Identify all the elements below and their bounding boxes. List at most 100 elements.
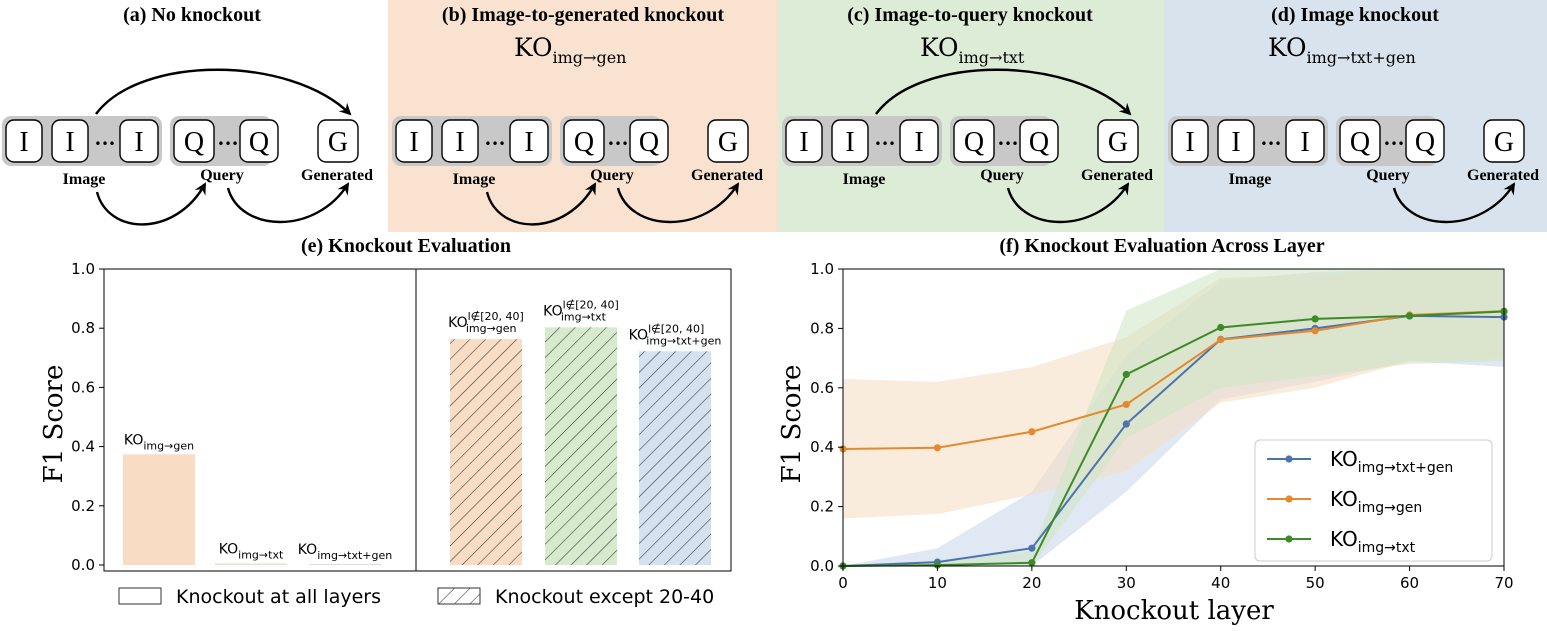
image-group-label: Image <box>1229 171 1272 188</box>
image-token-letter: I <box>409 127 418 158</box>
line-chart-bands <box>843 269 1504 566</box>
attention-arrow-top <box>875 68 1132 116</box>
x-tick-label: 50 <box>1306 574 1325 592</box>
generated-group-label: Generated <box>1081 167 1153 184</box>
image-dots: ••• <box>1260 137 1281 151</box>
image-token-letter: I <box>1300 127 1309 158</box>
data-point <box>1122 420 1130 428</box>
bar-label-sup: l∉[20, 40] <box>563 298 619 311</box>
image-token-letter: I <box>845 127 854 158</box>
attention-arrow-qg <box>1006 182 1130 224</box>
data-point <box>1122 370 1130 379</box>
image-token-box <box>5 119 43 163</box>
diagram-panel-c: I I ••• I Q ••• Q G Image Query Generated <box>782 68 1153 224</box>
bar <box>215 563 287 565</box>
generated-group-label: Generated <box>1467 167 1539 184</box>
image-token-letter: I <box>1185 127 1194 158</box>
y-tick-label: 0.0 <box>71 556 95 574</box>
image-token-letter: I <box>1231 127 1240 158</box>
x-tick-label: 20 <box>1022 574 1041 592</box>
generated-token-box <box>1483 119 1525 163</box>
panel-b-ko-label: KOimg→gen <box>514 33 626 67</box>
bar-label: KOimg→txt <box>219 542 284 562</box>
panel-b-title: (b) Image-to-generated knockout <box>442 4 725 26</box>
generated-group-label: Generated <box>691 167 763 184</box>
data-point <box>1217 323 1225 332</box>
legend-label-base: KO <box>1330 447 1358 471</box>
image-dots: ••• <box>484 137 505 151</box>
legend-label: KOimg→txt+gen <box>1330 447 1453 476</box>
image-token-box <box>1217 119 1255 163</box>
data-point <box>1028 428 1036 436</box>
data-point <box>1028 544 1036 552</box>
legend-marker <box>1285 535 1293 543</box>
bar-chart-frame <box>103 268 732 572</box>
bar-label-base: KO <box>124 432 143 448</box>
image-token-box <box>1171 119 1209 163</box>
query-token-letter: Q <box>964 127 984 158</box>
query-token-box <box>1405 119 1445 163</box>
bar-label-sub: img→txt <box>238 549 284 562</box>
bar-chart-legend: Knockout at all layers Knockout except 2… <box>118 586 714 608</box>
bar <box>309 563 381 565</box>
query-token-letter: Q <box>249 127 269 158</box>
image-token-letter: I <box>914 127 923 158</box>
panel-c-ko-base: KO <box>920 33 959 62</box>
query-token-box <box>1339 119 1381 163</box>
legend-label-all-layers: Knockout at all layers <box>176 586 381 608</box>
bar-chart: (e) Knockout Evaluation F1 Score 0.00.20… <box>39 235 732 608</box>
legend-box <box>1254 439 1493 562</box>
panel-a-title: (a) No knockout <box>123 4 261 26</box>
y-tick-label: 1.0 <box>810 260 834 278</box>
panel-d-ko-sub: img→txt+gen <box>1307 48 1416 67</box>
y-tick-label: 1.0 <box>71 260 95 278</box>
panel-b-ko-base: KO <box>514 33 553 62</box>
query-token-box <box>563 119 605 163</box>
image-dots: ••• <box>874 137 895 151</box>
y-tick-label: 0.4 <box>810 438 834 456</box>
query-token-box <box>239 119 279 163</box>
image-token-box <box>899 119 939 163</box>
bar-label-sup: l∉[20, 40] <box>648 322 704 335</box>
bar-label-sub: img→txt+gen <box>646 334 721 347</box>
x-tick-label: 60 <box>1400 574 1419 592</box>
diagram-panel-b: I I ••• I Q ••• Q G Image Query Generated <box>392 116 763 226</box>
query-group-label: Query <box>590 167 634 184</box>
query-token-letter: Q <box>574 127 594 158</box>
token-diagrams: I I ••• I Q ••• Q G Image Query Generated I I ••• I Q ••… <box>2 68 1539 226</box>
query-dots: ••• <box>607 137 628 151</box>
query-group-label: Query <box>980 167 1024 184</box>
legend-marker <box>1285 455 1293 463</box>
x-tick-label: 0 <box>838 574 848 592</box>
query-token-letter: Q <box>1350 127 1370 158</box>
bar-chart-y-label: F1 Score <box>39 365 69 484</box>
image-dots: ••• <box>94 137 115 151</box>
generated-token-box <box>707 119 749 163</box>
data-point <box>1217 336 1225 344</box>
legend-swatch-except <box>437 587 481 605</box>
data-point <box>1405 312 1414 320</box>
panel-c-title: (c) Image-to-query knockout <box>847 4 1093 26</box>
bar-hatch <box>450 339 522 565</box>
data-point <box>1122 400 1130 409</box>
query-group-label: Query <box>1366 167 1410 184</box>
legend-label-sub: img→txt <box>1358 540 1416 556</box>
bar-label-sub: img→txt <box>561 310 607 323</box>
bar-label-base: KO <box>543 303 562 319</box>
attention-arrow-iq <box>485 182 597 226</box>
line-chart-ticks: 0 10 20 30 40 50 60 70 0.0 0.2 0.4 0.6 0.8 1.0 <box>810 260 1513 592</box>
query-token-box <box>173 119 215 163</box>
bar-chart-title: (e) Knockout Evaluation <box>301 235 511 257</box>
image-token-box <box>1285 119 1325 163</box>
bar-label-sub: img→txt+gen <box>317 549 392 562</box>
line-chart: (f) Knockout Evaluation Across Layer F1 … <box>777 235 1514 626</box>
bar-label: KOl∉[20, 40] img→gen <box>448 310 524 335</box>
query-token-letter: Q <box>1029 127 1049 158</box>
legend-label-sub: img→txt+gen <box>1358 460 1454 476</box>
attention-arrow-qg <box>616 182 740 224</box>
legend-label-except: Knockout except 20-40 <box>495 586 714 608</box>
data-point <box>1311 327 1319 335</box>
y-tick-label: 0.8 <box>71 319 95 337</box>
panel-b-ko-sub: img→gen <box>553 48 627 67</box>
